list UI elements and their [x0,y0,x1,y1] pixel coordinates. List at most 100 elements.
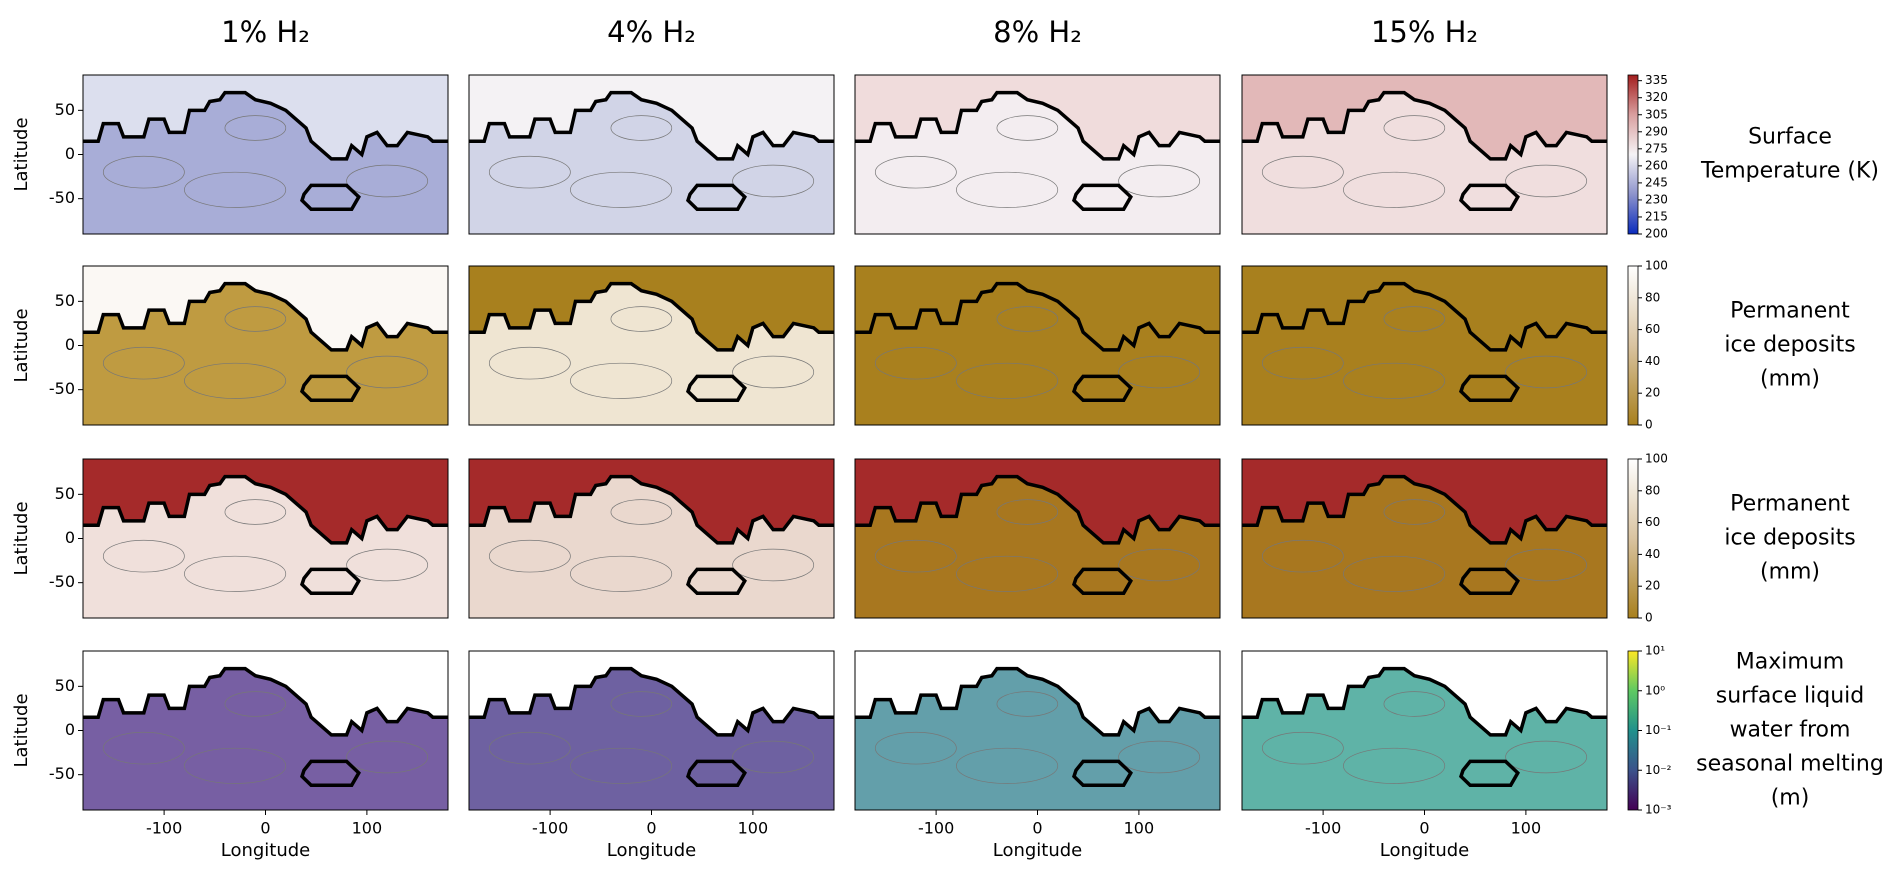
coastline [469,474,834,545]
contour-line [488,539,571,573]
contour-line [996,499,1059,525]
map-panel [83,266,448,425]
contour-line [610,691,673,717]
contour-line [488,346,571,380]
contour-line [1383,499,1446,525]
colorbar-tick-label: 275 [1645,141,1668,155]
contour-line [956,362,1059,399]
map-panel [469,459,834,618]
contour-line [102,346,185,380]
contour-line [1118,164,1201,198]
colorbar [1627,458,1639,619]
panel-frame [468,458,835,619]
contour-line [996,691,1059,717]
coastline [1242,666,1607,737]
crater-outline [299,759,361,788]
coastline [469,281,834,352]
colorbar-tick-label: 80 [1645,290,1660,304]
colorbar-tick-label: 10⁰ [1645,683,1665,697]
contour-line [732,164,815,198]
contour-line [956,747,1059,784]
contour-line [346,740,429,774]
map-panel [855,266,1220,425]
colorbar-tick-label: 10⁻² [1645,763,1672,777]
contour-line [224,306,287,332]
x-tick-label: 0 [260,819,270,838]
panel-frame [1241,265,1608,426]
colorbar-tick-label: 80 [1645,483,1660,497]
crater-outline [1458,759,1520,788]
colorbar-tick-label: 335 [1645,73,1668,87]
contour-line [1343,555,1446,592]
row-label: surface liquid [1716,684,1865,709]
contour-line [1261,346,1344,380]
x-tick-label: -100 [1305,819,1341,838]
row-label: water from [1730,718,1851,743]
contour-line [1383,115,1446,141]
coastline [469,90,834,161]
coastline [855,281,1220,352]
crater-outline [1071,759,1133,788]
coastline [1242,90,1607,161]
y-tick-label: 0 [65,144,75,163]
y-tick-label: 0 [65,528,75,547]
map-panel [469,266,834,425]
map-panel [855,75,1220,234]
map-panel [855,459,1220,618]
colorbar-tick-label: 100 [1645,259,1668,273]
row-label: ice deposits [1724,526,1855,551]
contour-line [570,747,673,784]
contour-line [184,747,287,784]
crater-outline [299,374,361,403]
contour-line [1383,306,1446,332]
column-title: 1% H₂ [221,15,310,49]
contour-line [1343,171,1446,208]
x-tick-label: 100 [1511,819,1542,838]
colorbar-tick-label: 305 [1645,107,1668,121]
colorbar-tick-label: 320 [1645,90,1668,104]
y-axis-label: Latitude [11,308,32,382]
x-tick-label: 100 [1124,819,1155,838]
coastline [83,281,448,352]
crater-outline [299,567,361,596]
contour-line [184,362,287,399]
colorbar-tick-label: 100 [1645,452,1668,466]
coastline [855,90,1220,161]
y-tick-label: 0 [65,335,75,354]
contour-line [732,548,815,582]
contour-line [488,731,571,765]
crater-outline [1458,183,1520,212]
coastline [83,474,448,545]
colorbar-tick-label: 200 [1645,227,1668,241]
contour-line [610,306,673,332]
contour-line [874,155,957,189]
y-tick-label: 50 [55,484,75,503]
map-panel [1242,75,1607,234]
coastline [469,666,834,737]
panel-frame [468,265,835,426]
contour-line [1118,548,1201,582]
colorbar-tick-label: 20 [1645,579,1660,593]
contour-line [956,171,1059,208]
contour-line [570,362,673,399]
colorbar-tick-label: 40 [1645,354,1660,368]
y-tick-label: -50 [49,379,75,398]
y-tick-label: 0 [65,720,75,739]
y-axis-label: Latitude [11,117,32,191]
contour-line [488,155,571,189]
x-tick-label: 0 [1419,819,1429,838]
row-label: (mm) [1760,560,1820,585]
colorbar-tick-label: 20 [1645,386,1660,400]
colorbar-tick-label: 10⁻¹ [1645,723,1672,737]
contour-line [732,355,815,389]
crater-outline [1071,567,1133,596]
contour-line [184,555,287,592]
colorbar-tick-label: 260 [1645,158,1668,172]
colorbar [1627,74,1639,235]
contour-line [346,548,429,582]
crater-outline [685,567,747,596]
x-tick-label: 0 [1032,819,1042,838]
map-panel [1242,651,1607,810]
coastline [1242,474,1607,545]
